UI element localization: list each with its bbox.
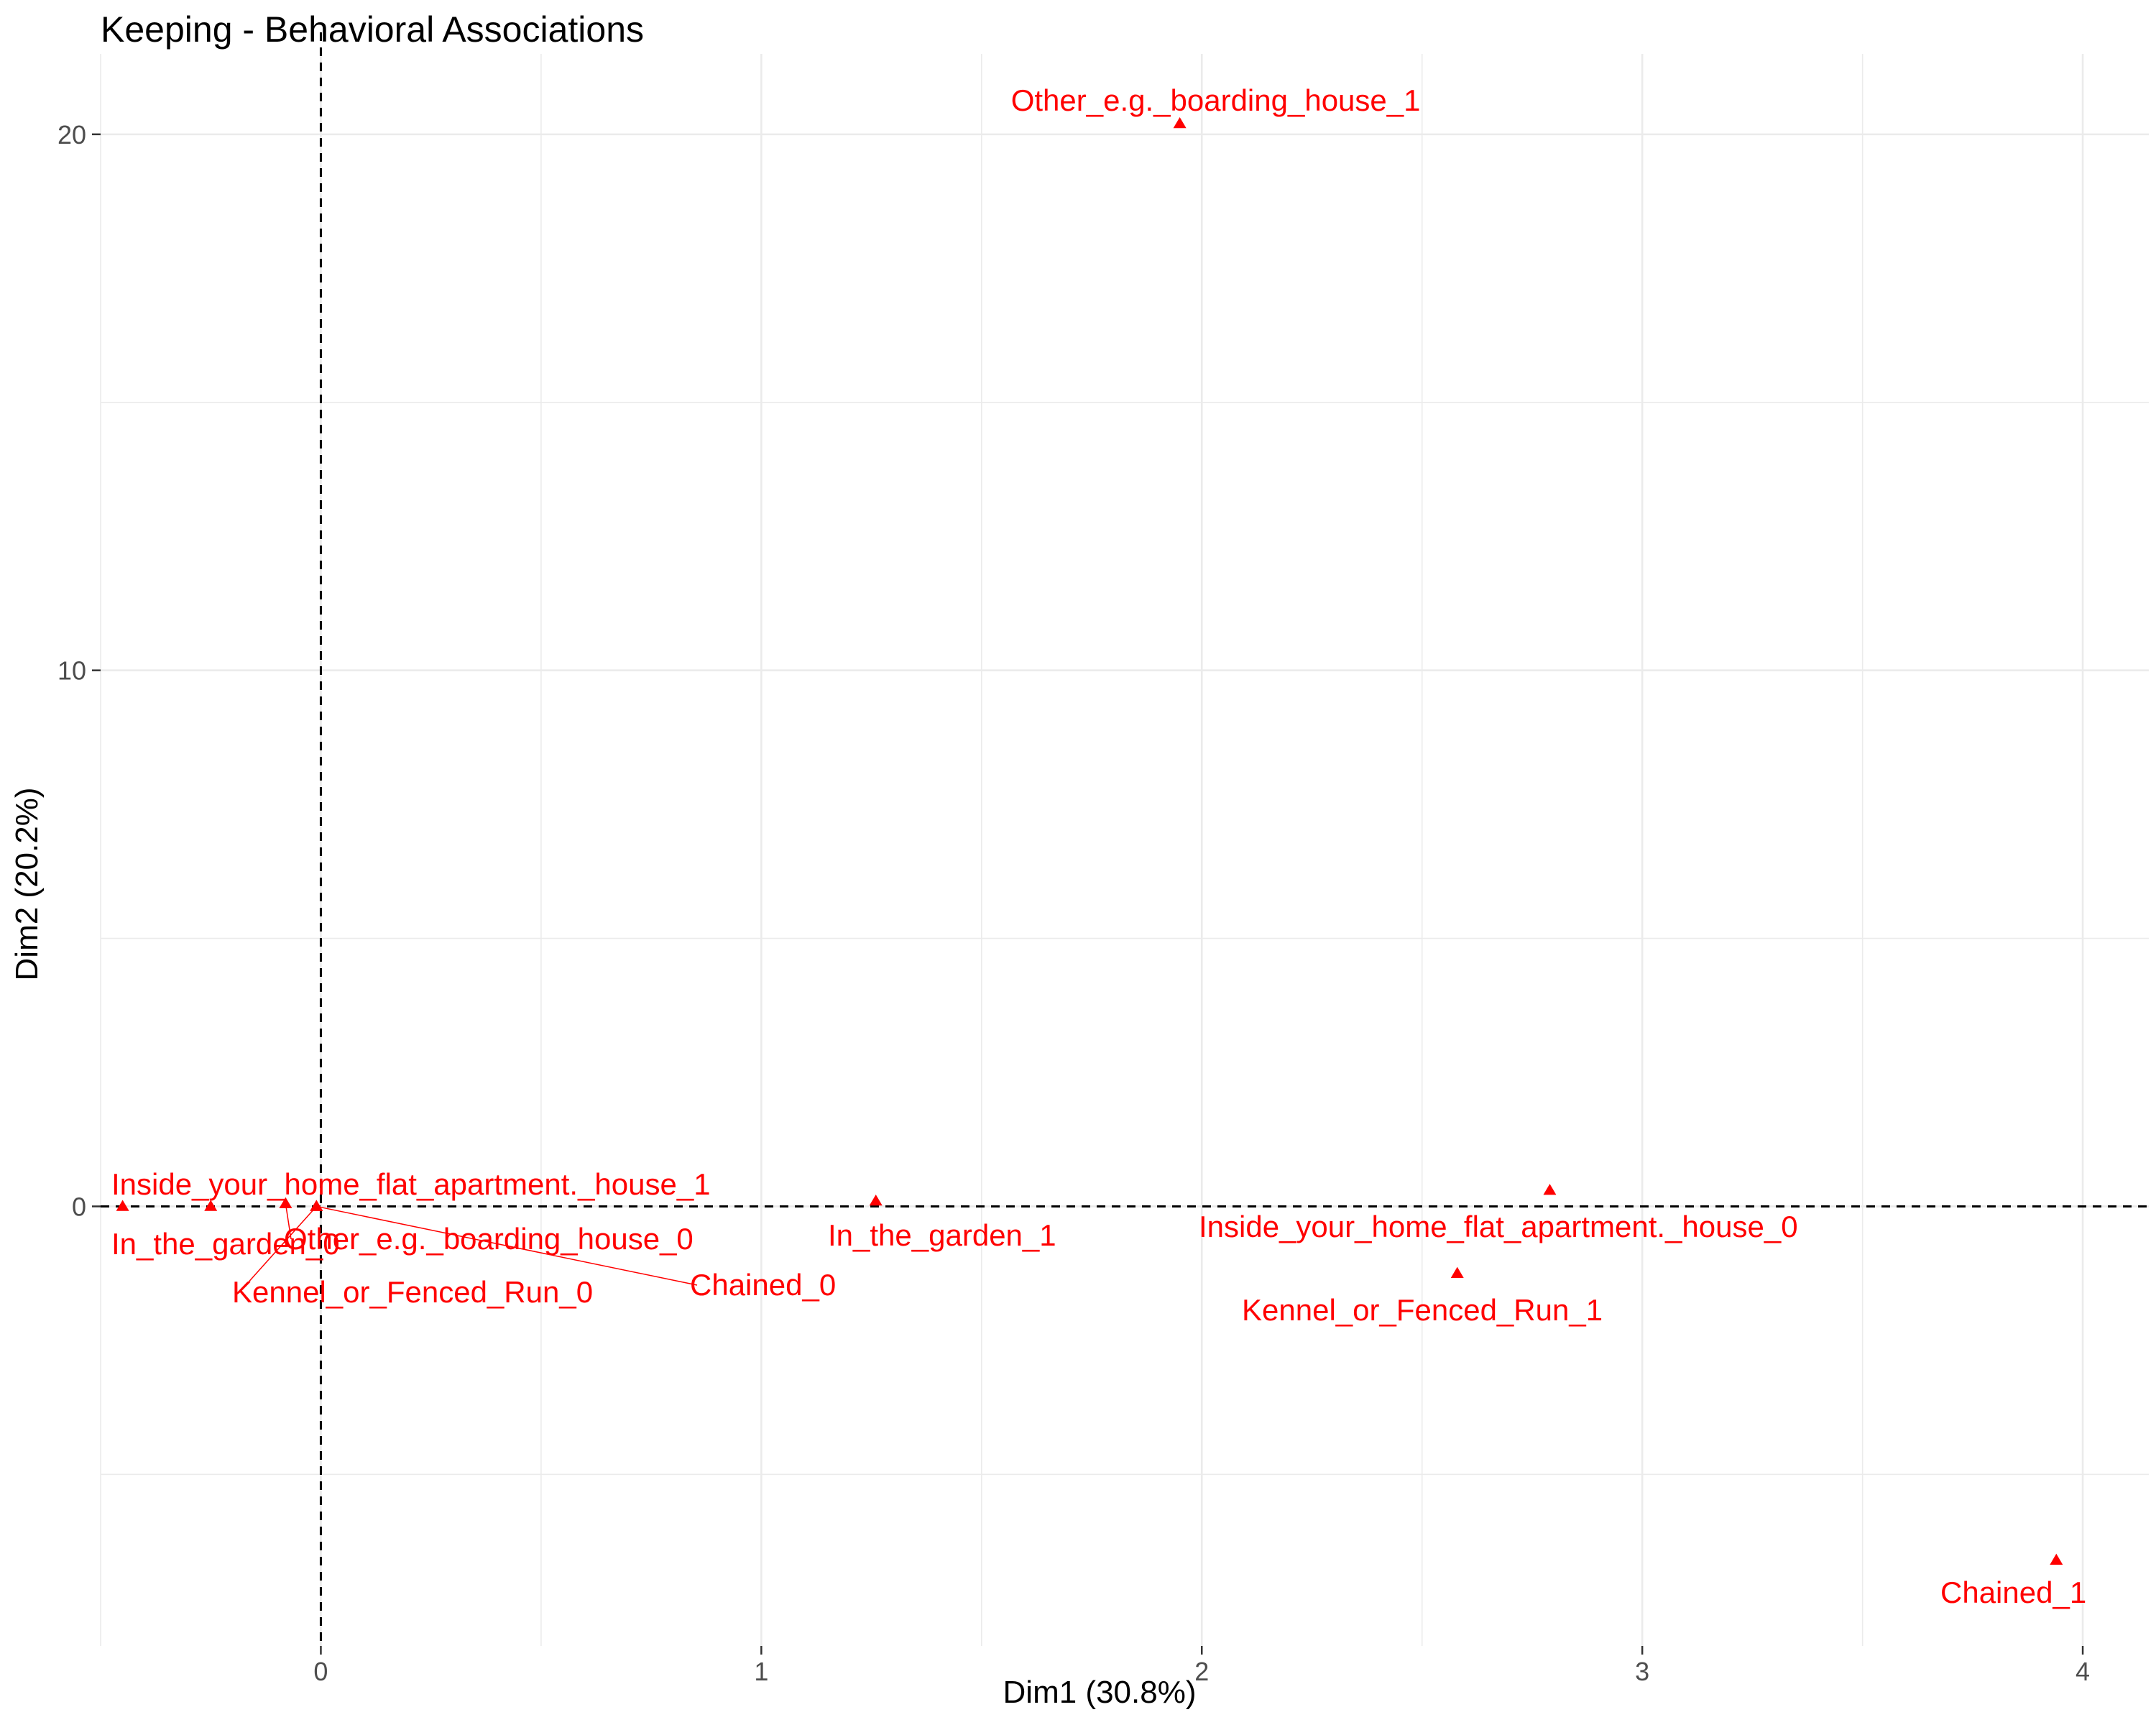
y-tick-label: 0	[72, 1192, 86, 1221]
label-leader-line	[316, 1205, 698, 1286]
data-point-label: Inside_your_home_flat_apartment._house_0	[1199, 1210, 1798, 1243]
data-point-marker	[279, 1197, 292, 1209]
data-point-label: Other_e.g._boarding_house_0	[284, 1222, 694, 1256]
data-point-label: Kennel_or_Fenced_Run_1	[1242, 1293, 1603, 1327]
data-point-label: Chained_0	[690, 1268, 836, 1302]
y-axis-label: Dim2 (20.2%)	[9, 787, 45, 981]
label-leader-line	[239, 1205, 317, 1293]
data-point-label: In_the_garden_0	[111, 1227, 340, 1261]
data-point-label: In_the_garden_1	[828, 1218, 1056, 1252]
data-point-label: Chained_1	[1940, 1576, 2086, 1609]
data-point-label: Kennel_or_Fenced_Run_0	[232, 1275, 593, 1309]
y-tick-label: 10	[57, 656, 86, 686]
x-tick-label: 4	[2076, 1657, 2090, 1686]
data-point-marker	[310, 1200, 323, 1211]
x-tick-label: 1	[754, 1657, 768, 1686]
data-point-marker	[1450, 1266, 1464, 1278]
axes: 0 1 2 3 4 0 10 20	[57, 120, 2090, 1686]
data-point-marker	[869, 1194, 883, 1206]
x-tick-label: 3	[1635, 1657, 1649, 1686]
data-point-marker	[1173, 116, 1187, 129]
chart-title: Keeping - Behavioral Associations	[101, 9, 645, 50]
label-leader-line	[285, 1203, 292, 1240]
y-tick-label: 20	[57, 120, 86, 150]
grid-lines	[100, 54, 2149, 1646]
x-tick-label: 0	[313, 1657, 328, 1686]
data-point-label: Other_e.g._boarding_house_1	[1011, 83, 1421, 117]
data-point-marker	[1543, 1184, 1557, 1195]
data-labels: Other_e.g._boarding_house_1 Inside_your_h…	[111, 83, 2086, 1609]
data-points	[116, 116, 2063, 1565]
data-point-marker	[2050, 1553, 2063, 1565]
data-point-label: Inside_your_home_flat_apartment._house_1	[111, 1167, 711, 1201]
x-axis-label: Dim1 (30.8%)	[1003, 1675, 1197, 1710]
x-tick-label: 2	[1194, 1657, 1209, 1686]
data-point-marker	[116, 1200, 129, 1211]
data-point-marker	[204, 1200, 218, 1211]
